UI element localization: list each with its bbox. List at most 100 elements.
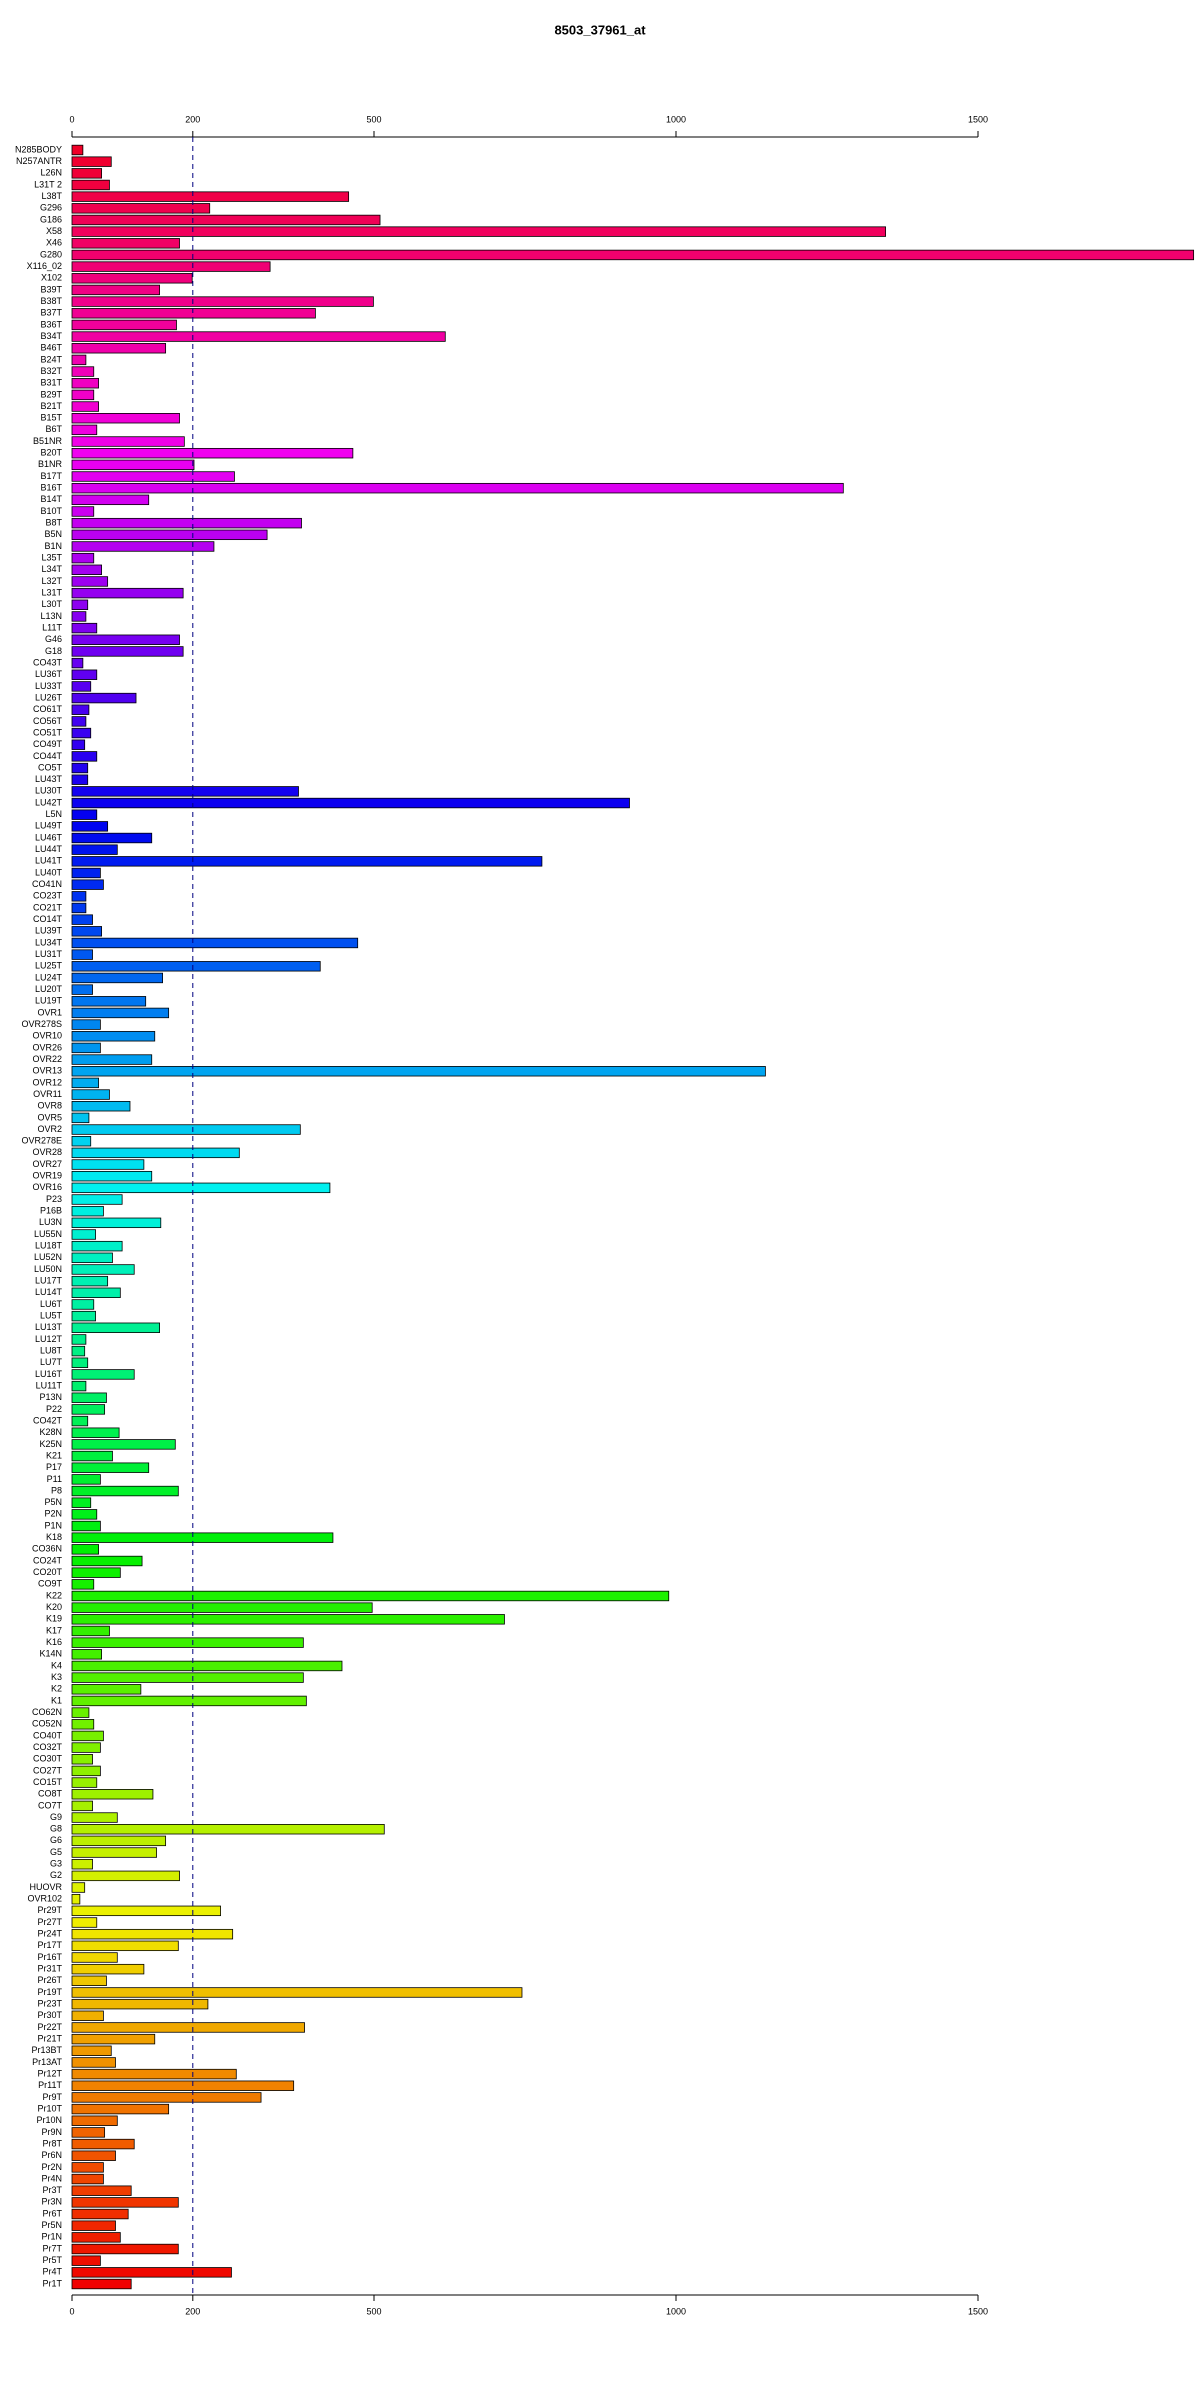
y-tick-label: L11T (42, 622, 62, 632)
bar (71, 2255, 101, 2266)
bar (71, 1509, 98, 1520)
y-tick-label: N285BODY (15, 144, 62, 154)
y-tick-label: L38T (41, 191, 62, 201)
y-tick-label: OVR8 (37, 1101, 62, 1111)
y-tick-label: LU17T (35, 1276, 63, 1286)
y-tick-label: Pr29T (37, 1905, 62, 1915)
bar (71, 564, 102, 576)
y-tick-label: OVR19 (32, 1171, 62, 1181)
y-tick-label: B51NR (33, 436, 63, 446)
bar (71, 587, 184, 599)
y-tick-label: CO42T (33, 1415, 63, 1425)
y-tick-label: Pr8T (42, 2138, 62, 2148)
y-tick-label: Pr1N (41, 2232, 62, 2242)
bar (71, 1427, 120, 1438)
bar (71, 786, 299, 797)
bar (71, 1940, 179, 1952)
bar (71, 296, 374, 307)
bar (71, 343, 167, 354)
bar (71, 1310, 96, 1322)
y-tick-label: Pr23T (37, 1999, 62, 2009)
x-tick-label: 1000 (666, 2306, 686, 2316)
x-tick-label: 200 (185, 2306, 200, 2316)
y-tick-label: B36T (40, 319, 62, 329)
bar (71, 1812, 118, 1823)
y-tick-label: LU7T (40, 1357, 63, 1367)
bar (71, 1858, 93, 1870)
y-tick-label: P2N (44, 1509, 62, 1519)
bar (71, 716, 87, 727)
y-tick-label: LU19T (35, 996, 63, 1006)
y-tick-label: G186 (40, 214, 62, 224)
y-tick-label: LU44T (35, 844, 63, 854)
bar (71, 1952, 118, 1963)
bar (71, 1485, 179, 1497)
bar (71, 459, 195, 471)
bar (71, 482, 844, 494)
x-tick-label: 1000 (666, 114, 686, 124)
y-tick-label: X102 (41, 273, 62, 283)
y-tick-label: B37T (40, 308, 62, 318)
y-tick-label: LU11T (36, 1380, 63, 1390)
y-tick-label: LU13T (35, 1322, 63, 1332)
y-tick-label: OVR11 (33, 1089, 62, 1099)
y-tick-label: OVR13 (32, 1066, 62, 1076)
bar (71, 739, 86, 750)
y-tick-label: B17T (40, 471, 62, 481)
bar (71, 914, 93, 925)
bar (71, 1893, 81, 1905)
bar (71, 2068, 237, 2080)
y-tick-label: LU36T (35, 669, 63, 679)
bar (71, 634, 180, 645)
y-tick-label: CO62N (32, 1707, 62, 1717)
bar (71, 2197, 179, 2208)
y-tick-label: LU55N (34, 1229, 62, 1239)
bar (71, 1357, 89, 1368)
y-tick-label: B24T (40, 354, 62, 364)
y-tick-label: K4 (51, 1660, 62, 1670)
bar (71, 1742, 101, 1753)
bar (71, 506, 95, 517)
y-tick-label: Pr11T (38, 2080, 62, 2090)
bar (71, 1380, 87, 1392)
bar (71, 727, 92, 739)
bar (71, 622, 98, 634)
y-tick-label: Pr13BT (31, 2045, 62, 2055)
y-tick-label: B39T (40, 284, 62, 294)
bar (71, 1684, 142, 1695)
y-tick-label: Pr30T (37, 2010, 62, 2020)
y-tick-label: OVR27 (32, 1159, 62, 1169)
bar (71, 156, 112, 167)
y-tick-label: L13N (40, 611, 62, 621)
y-tick-label: LU43T (35, 774, 63, 784)
y-tick-label: B15T (40, 413, 62, 423)
bar (71, 1789, 154, 1800)
bar (71, 2220, 116, 2231)
y-tick-label: LU6T (40, 1299, 63, 1309)
bar (71, 1660, 343, 1672)
bar (71, 1847, 157, 1858)
y-tick-label: B1NR (38, 459, 63, 469)
bar (71, 1730, 104, 1742)
bar (71, 1415, 89, 1427)
y-tick-label: CO27T (33, 1765, 63, 1775)
y-tick-label: Pr12T (37, 2068, 62, 2078)
bar (71, 657, 84, 669)
y-tick-label: B10T (40, 506, 62, 516)
bar (71, 2185, 132, 2196)
bar (71, 1334, 87, 1345)
y-tick-label: Pr19T (37, 1987, 62, 1997)
bar (71, 319, 177, 331)
y-tick-label: CO7T (38, 1800, 63, 1810)
y-tick-label: LU49T (35, 821, 63, 831)
bar (71, 1322, 160, 1333)
y-tick-label: L26N (40, 168, 62, 178)
x-tick-label: 1500 (968, 2306, 988, 2316)
bar (71, 1520, 101, 1532)
y-tick-label: Pr9N (41, 2127, 62, 2137)
y-tick-label: N257ANTR (16, 156, 63, 166)
bar (71, 1101, 131, 1112)
x-tick-label: 1500 (968, 114, 988, 124)
bar (71, 331, 446, 342)
